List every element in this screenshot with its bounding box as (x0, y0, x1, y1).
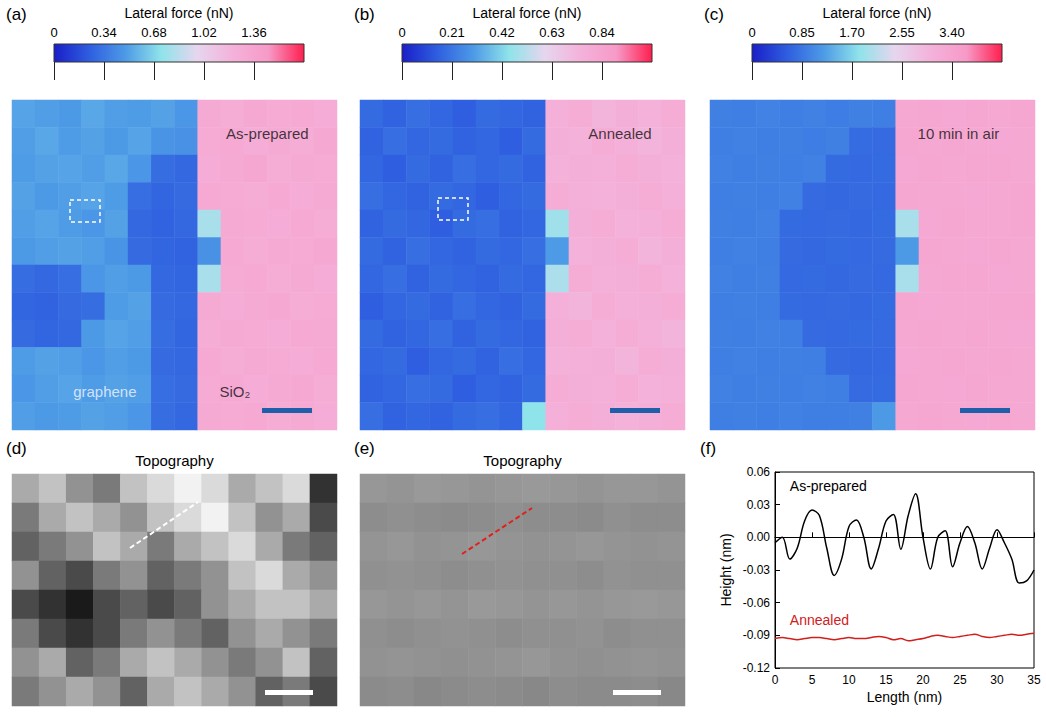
svg-text:0.34: 0.34 (91, 25, 116, 40)
svg-text:Length (nm): Length (nm) (867, 689, 942, 705)
svg-text:0: 0 (50, 25, 57, 40)
svg-text:1.36: 1.36 (241, 25, 266, 40)
svg-text:1.70: 1.70 (839, 25, 864, 40)
svg-text:15: 15 (879, 673, 893, 687)
svg-text:1.02: 1.02 (191, 25, 216, 40)
svg-text:0.84: 0.84 (589, 25, 614, 40)
svg-text:SiO₂: SiO₂ (219, 383, 250, 400)
svg-text:0: 0 (398, 25, 405, 40)
svg-text:0.42: 0.42 (489, 25, 514, 40)
svg-text:Lateral force (nN): Lateral force (nN) (125, 5, 234, 21)
svg-text:-0.12: -0.12 (743, 661, 771, 675)
svg-text:(c): (c) (704, 5, 724, 24)
svg-text:(a): (a) (6, 5, 27, 24)
svg-text:Topography: Topography (483, 452, 562, 469)
svg-text:Topography: Topography (135, 452, 214, 469)
svg-text:10 min in air: 10 min in air (918, 125, 1000, 142)
svg-text:-0.06: -0.06 (743, 596, 771, 610)
svg-text:0.21: 0.21 (439, 25, 464, 40)
svg-text:2.55: 2.55 (889, 25, 914, 40)
svg-text:30: 30 (990, 673, 1004, 687)
svg-text:3.40: 3.40 (939, 25, 964, 40)
svg-text:10: 10 (842, 673, 856, 687)
svg-text:As-prepared: As-prepared (226, 125, 309, 142)
svg-text:0.85: 0.85 (789, 25, 814, 40)
svg-text:Annealed: Annealed (790, 612, 849, 628)
svg-text:(d): (d) (6, 439, 27, 458)
svg-text:-0.09: -0.09 (743, 628, 771, 642)
svg-text:0: 0 (748, 25, 755, 40)
svg-text:0.68: 0.68 (141, 25, 166, 40)
svg-text:-0.03: -0.03 (743, 563, 771, 577)
svg-text:0.03: 0.03 (747, 498, 771, 512)
svg-text:0.00: 0.00 (747, 530, 771, 544)
svg-text:(b): (b) (354, 5, 375, 24)
svg-text:graphene: graphene (73, 383, 136, 400)
svg-text:5: 5 (809, 673, 816, 687)
svg-text:Height (nm): Height (nm) (718, 533, 734, 606)
svg-text:(e): (e) (354, 439, 375, 458)
svg-text:Annealed: Annealed (588, 125, 651, 142)
svg-text:As-prepared: As-prepared (790, 478, 867, 494)
svg-text:(f): (f) (700, 439, 716, 458)
svg-text:20: 20 (916, 673, 930, 687)
svg-text:Lateral force (nN): Lateral force (nN) (823, 5, 932, 21)
svg-text:Lateral force (nN): Lateral force (nN) (473, 5, 582, 21)
svg-text:0.06: 0.06 (747, 465, 771, 479)
svg-text:35: 35 (1027, 673, 1041, 687)
svg-text:0: 0 (772, 673, 779, 687)
svg-text:25: 25 (953, 673, 967, 687)
svg-text:0.63: 0.63 (539, 25, 564, 40)
